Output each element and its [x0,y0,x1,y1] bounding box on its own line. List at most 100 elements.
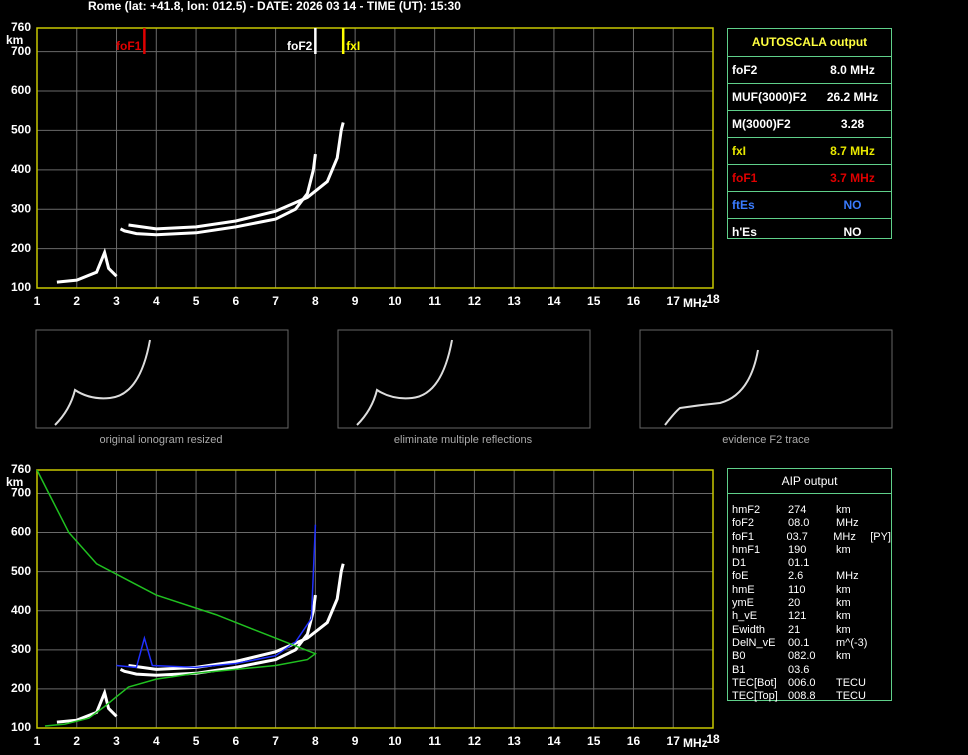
y-tick-label: 760 [11,20,31,34]
x-tick-label: 2 [73,294,80,308]
plot-frame [36,469,714,729]
aip-cell: TEC[Top] [732,690,778,703]
x-tick-label: 7 [272,294,279,308]
y-tick-label: 600 [11,525,31,539]
aip-cell: 08.0 [788,517,810,530]
x-tick-label: 17 [667,734,681,748]
marker-label: fxI [346,39,360,53]
x-tick-label: 10 [388,294,402,308]
aip-row: foF2 08.0 MHz [728,517,891,530]
param-name: h'Es [732,225,757,239]
x-tick-label: 5 [193,294,200,308]
x-tick-label: 1 [34,294,41,308]
plot-area [37,470,713,728]
aip-cell: foF1 [732,530,755,543]
aip-cell: Ewidth [732,623,766,636]
autoscala-panel: AUTOSCALA output foF2 8.0 MHz MUF(3000)F2 2… [727,28,892,239]
x-tick-label: 1 [34,734,41,748]
aip-cell: 006.0 [788,676,816,689]
x-axis-label: MHz [683,296,708,310]
trace [119,594,317,677]
trace [56,247,118,284]
autoscala-row: M(3000)F2 3.28 [728,111,891,138]
marker-label: foF1 [116,39,142,53]
y-tick-label: 500 [11,564,31,578]
aip-row: hmF1 190 km [728,544,891,557]
aip-cell: km [836,610,851,623]
aip-cell: km [836,623,851,636]
aip-cell: km [836,650,851,663]
x-axis-label: MHz [683,736,708,750]
x-tick-label: 13 [507,734,521,748]
aip-cell: hmF2 [732,504,761,516]
param-value: NO [843,198,862,212]
aip-cell: km [836,597,851,610]
aip-cell: 21 [788,623,801,636]
aip-cell: hmF1 [732,543,761,556]
aip-cell: B0 [732,650,746,663]
x-tick-label: 9 [352,734,359,748]
aip-cell: 190 [788,543,807,556]
panel-title: AIP output [728,469,891,494]
param-value: 8.0 MHz [830,63,875,77]
autoscala-row: ftEs NO [728,192,891,219]
param-value: 8.7 MHz [830,144,875,158]
autoscala-row: MUF(3000)F2 26.2 MHz [728,84,891,111]
aip-cell: 008.8 [788,690,816,703]
y-tick-label: 500 [11,123,31,137]
param-name: foF1 [732,171,758,185]
aip-cell: km [836,543,851,556]
y-tick-label: 200 [11,241,31,255]
param-value: 3.28 [840,117,865,131]
x-tick-label: 3 [113,294,120,308]
thumb-frame [35,329,289,429]
x-tick-label: 12 [468,734,482,748]
aip-cell: TEC[Bot] [732,676,777,689]
thumbnail [35,329,893,429]
thumb-caption: original ionogram resized [100,434,223,446]
trace [36,469,317,727]
x-tick-label: 4 [153,734,160,748]
x-tick-label: 2 [73,734,80,748]
aip-cell: MHz [836,570,859,583]
aip-cell: 110 [788,583,806,596]
trace [128,122,345,231]
param-value: 3.7 MHz [830,171,875,185]
x-tick-label: 18 [706,292,720,306]
aip-cell: foE [732,570,749,583]
aip-cell: [PY] [870,530,891,543]
aip-cell: 274 [788,504,807,516]
param-name: foF2 [732,63,758,77]
aip-panel: AIP output hmF2 274 km foF2 08.0 MHz foF1 03.7 M… [727,468,892,703]
param-name: fxI [732,144,747,158]
aip-cell: 03.7 [786,530,808,543]
y-tick-label: 300 [11,642,31,656]
x-tick-label: 16 [627,734,641,748]
param-value: NO [843,225,862,239]
x-tick-label: 8 [312,734,319,748]
aip-cell: km [836,583,851,596]
plot-frame [36,27,714,289]
autoscala-row: fxI 8.7 MHz [728,138,891,165]
y-tick-label: 700 [11,486,31,500]
aip-row: hmE 110 km [728,584,891,597]
x-tick-label: 12 [468,294,482,308]
x-tick-label: 8 [312,294,319,308]
aip-row: h_vE 121 km [728,610,891,623]
aip-cell: MHz [836,517,859,530]
thumb-trace [356,339,453,426]
x-tick-label: 5 [193,734,200,748]
aip-cell: hmE [732,583,755,596]
autoscala-row: foF1 3.7 MHz [728,165,891,192]
x-tick-label: 7 [272,734,279,748]
aip-row: Ewidth 21 km [728,624,891,637]
panel-title: AUTOSCALA output [728,29,891,57]
y-tick-label: 760 [11,462,31,476]
x-tick-label: 3 [113,734,120,748]
aip-row: D1 01.1 [728,557,891,570]
aip-cell: 00.1 [788,636,810,649]
aip-cell: DelN_vE [732,636,776,649]
x-tick-label: 11 [428,734,441,748]
thumb-trace [664,349,759,426]
